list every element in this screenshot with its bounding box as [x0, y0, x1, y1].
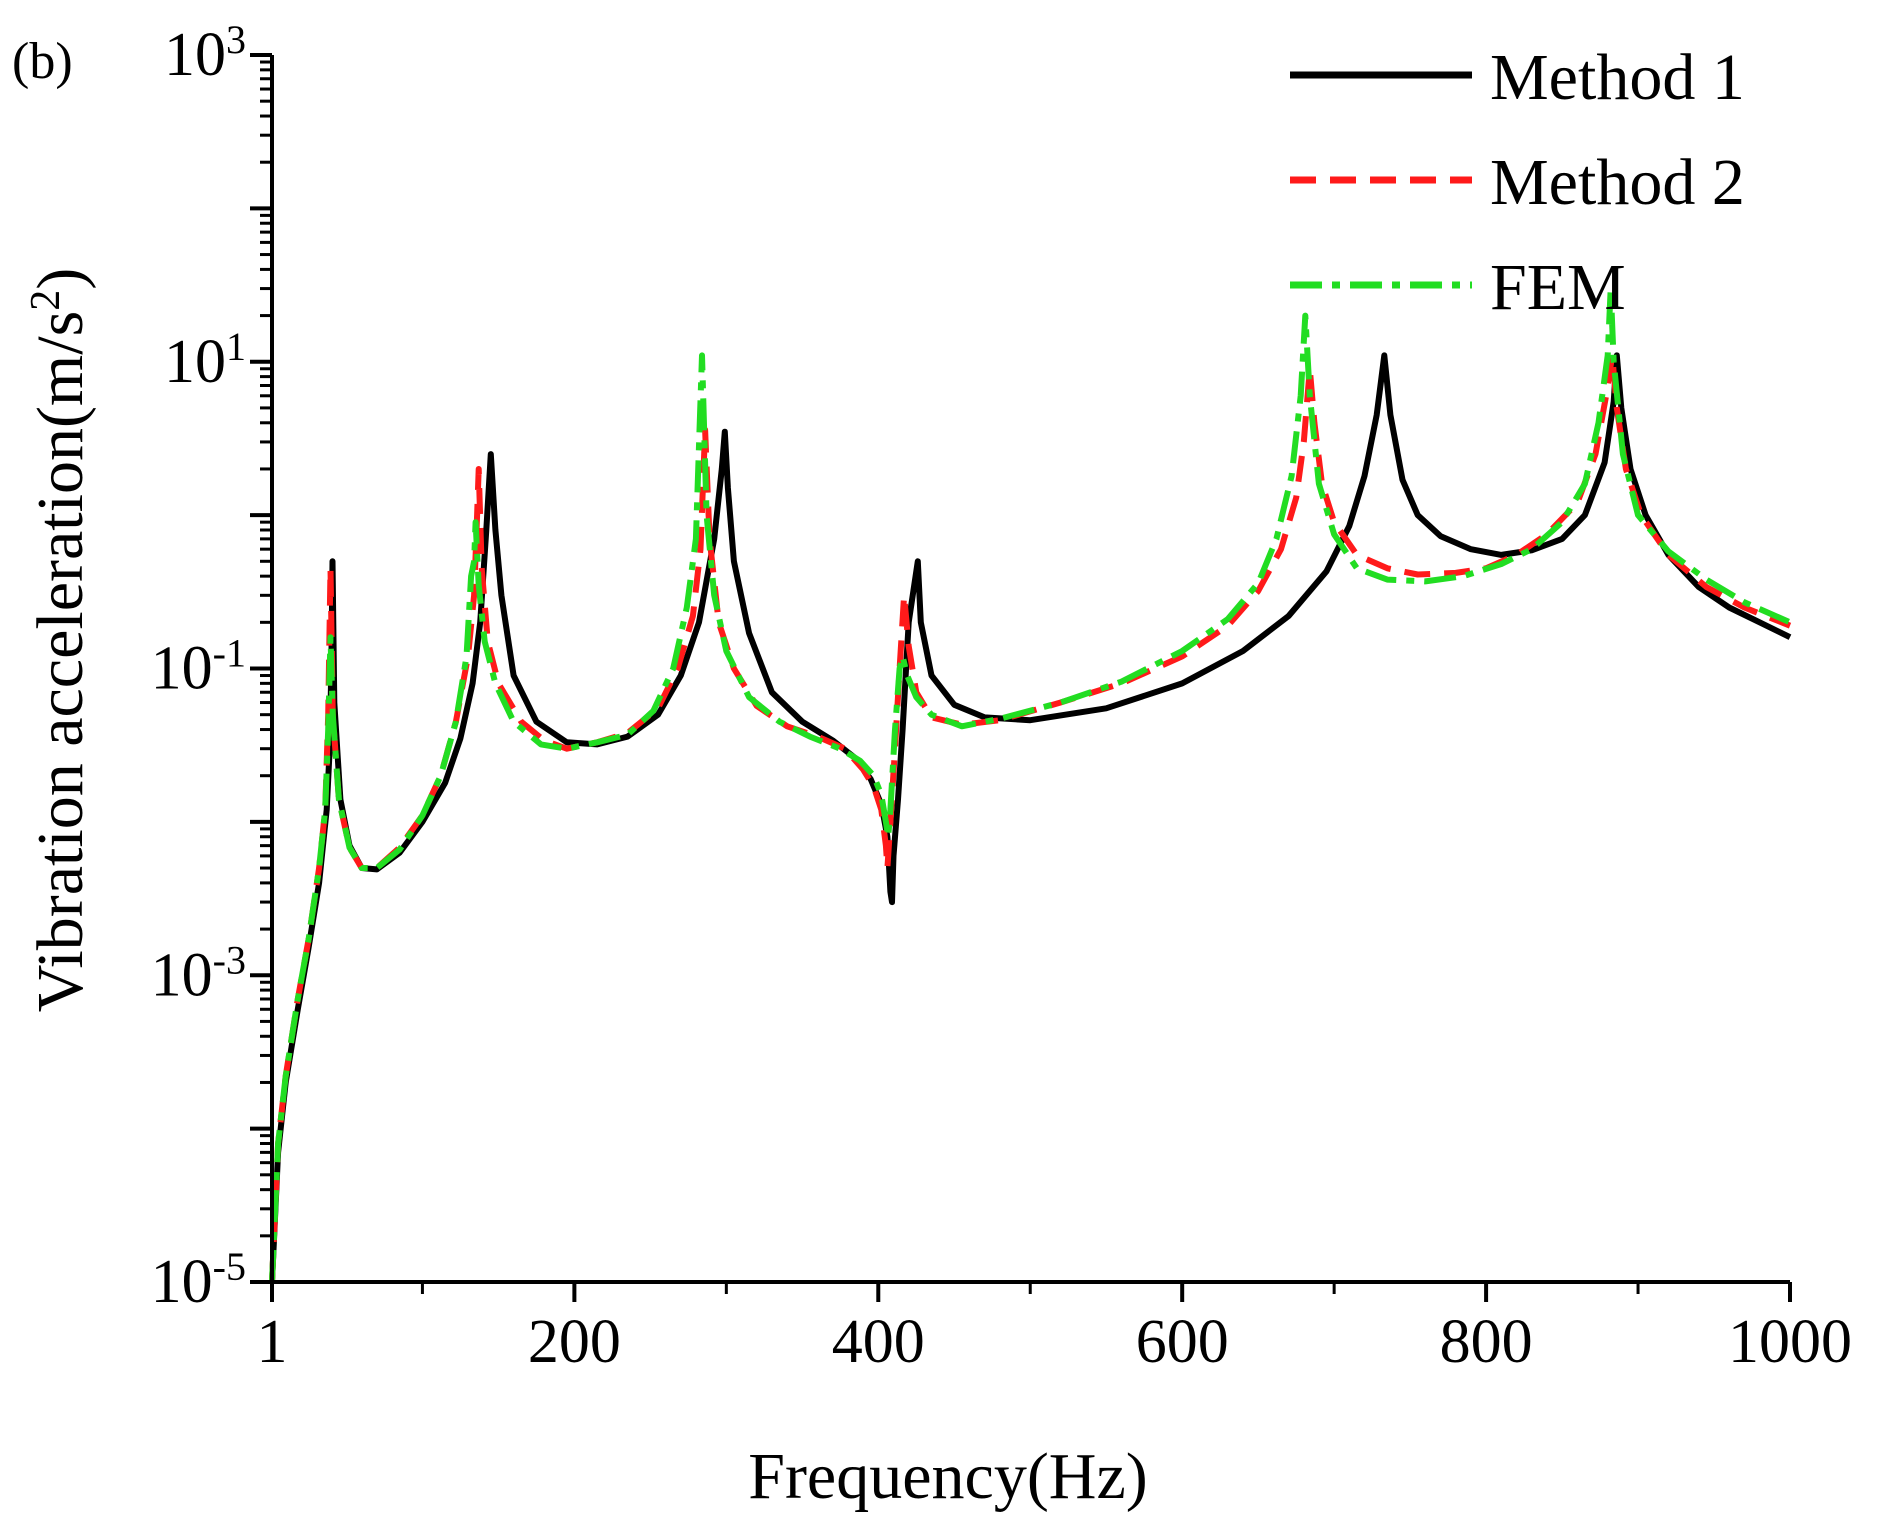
- y-axis-title-main: Vibration acceleration(m/s: [24, 311, 97, 1013]
- y-tick-label: 10-3: [151, 937, 246, 1010]
- x-tick-label: 400: [832, 1308, 925, 1376]
- y-axis-title-close: ): [24, 268, 97, 290]
- x-tick-label: 600: [1136, 1308, 1229, 1376]
- x-axis-title: Frequency(Hz): [748, 1440, 1147, 1513]
- legend: Method 1 Method 2 FEM: [1290, 41, 1745, 324]
- y-tick-label: 101: [164, 323, 246, 396]
- axes-layer: [270, 55, 1790, 1284]
- series-line-method-2: [269, 352, 1792, 1283]
- legend-label: Method 2: [1490, 146, 1745, 219]
- series-line-fem: [269, 285, 1792, 1283]
- legend-label: Method 1: [1490, 41, 1745, 114]
- y-tick-label: 10-1: [151, 630, 246, 703]
- y-axis-title: Vibration acceleration(m/s2): [23, 268, 97, 1013]
- y-tick-label: 103: [164, 17, 246, 90]
- ticks-layer: 1 200 400 600 800 1000 10-5 10-3 10-1 101 103: [151, 17, 1852, 1377]
- plot-area: 1 200 400 600 800 1000 10-5 10-3 10-1 101 103: [151, 17, 1852, 1377]
- x-tick-label: 1: [257, 1308, 288, 1376]
- series-layer: [269, 285, 1792, 1283]
- y-tick-label: 10-5: [151, 1244, 246, 1317]
- x-tick-label: 800: [1440, 1308, 1533, 1376]
- y-axis-title-superscript: 2: [23, 290, 69, 311]
- legend-label: FEM: [1490, 251, 1626, 324]
- series-line-method-1: [269, 352, 1792, 1283]
- x-tick-label: 1000: [1728, 1308, 1852, 1376]
- panel-label: (b): [12, 33, 73, 90]
- x-tick-label: 200: [528, 1308, 621, 1376]
